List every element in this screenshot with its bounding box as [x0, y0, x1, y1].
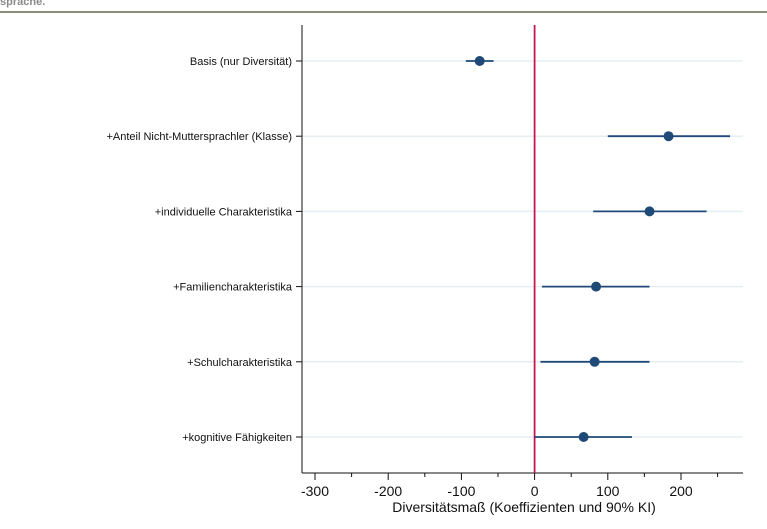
- estimate-point: [591, 281, 602, 292]
- page-header-strip: sprache.: [0, 0, 767, 13]
- x-tick-label: 200: [669, 483, 693, 499]
- axes: [301, 25, 743, 474]
- x-tick-label: 0: [531, 483, 539, 499]
- x-tick-label: -200: [374, 483, 402, 499]
- category-labels: Basis (nur Diversität) +Anteil Nicht-Mutt…: [106, 56, 292, 444]
- category-label: +kognitive Fähigkeiten: [182, 432, 292, 444]
- category-label: +individuelle Charakteristika: [155, 206, 293, 218]
- estimate-point: [474, 56, 485, 66]
- x-tick-label: -300: [301, 483, 329, 499]
- x-tick-labels: -300 -200 -100 0 100 200: [301, 473, 719, 499]
- estimate-point: [578, 432, 589, 442]
- x-tick-label: -100: [447, 483, 475, 499]
- category-label: +Familiencharakteristika: [173, 282, 293, 294]
- grid-layer: [296, 60, 743, 438]
- category-label: +Schulcharakteristika: [187, 357, 293, 369]
- header-rule: [0, 11, 767, 13]
- category-label: Basis (nur Diversität): [190, 56, 292, 68]
- x-tick-label: 100: [596, 483, 620, 499]
- estimate-markers: [465, 56, 731, 442]
- estimate-point: [644, 206, 655, 217]
- x-axis-title: Diversitätsmaß (Koeffizienten und 90% KI…: [392, 499, 656, 515]
- estimate-point: [589, 356, 600, 367]
- header-text-fragment: sprache.: [0, 0, 46, 8]
- estimate-point: [663, 131, 674, 142]
- category-label: +Anteil Nicht-Muttersprachler (Klasse): [106, 131, 292, 143]
